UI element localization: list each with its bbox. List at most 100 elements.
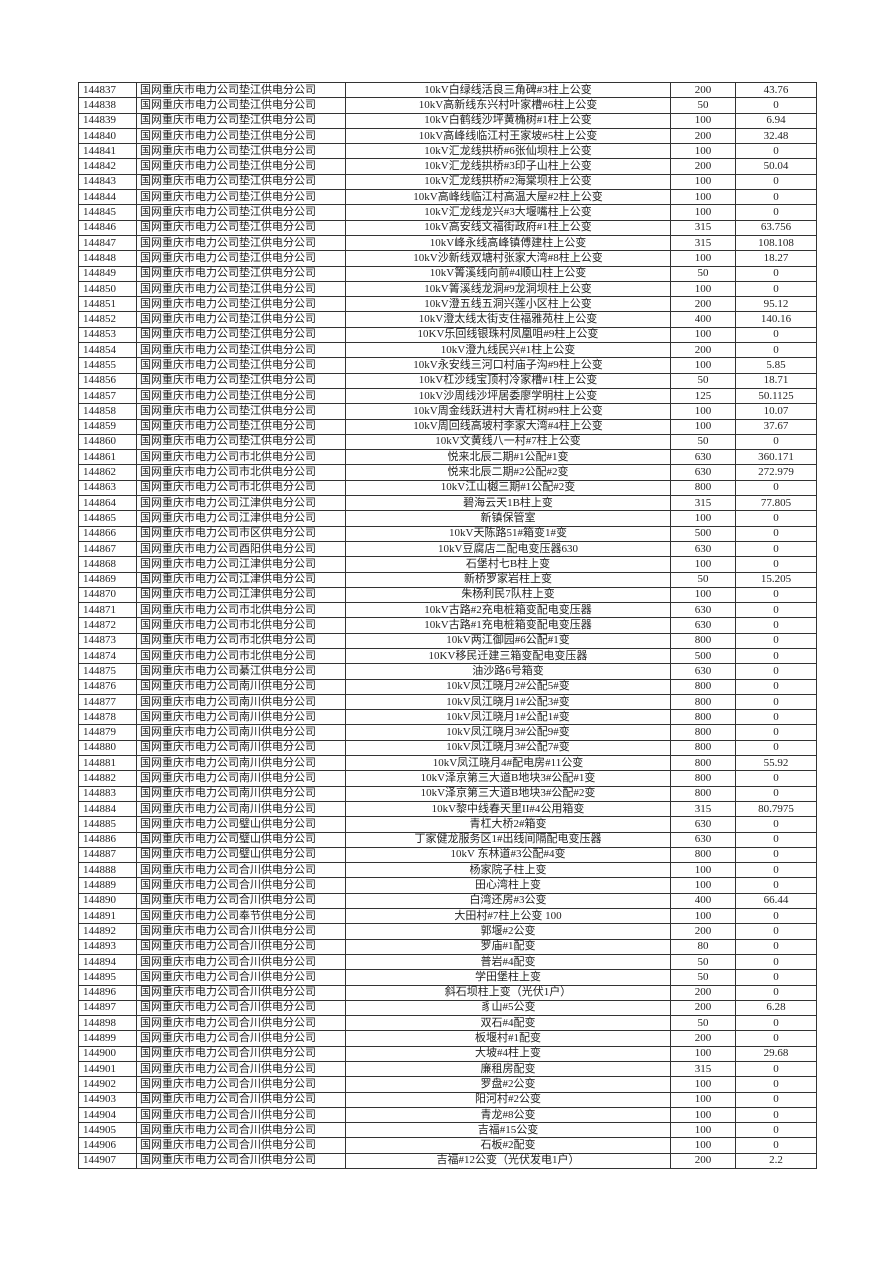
transformer-name-cell: 10kV文黄线八一村#7柱上公变	[345, 433, 671, 451]
id-cell: 144905	[78, 1122, 137, 1139]
transformer-name-cell: 10kV澄五线五洞兴莲小区柱上公变	[345, 296, 671, 313]
transformer-name-cell: 10kV峰永线高峰镇傅建柱上公变	[345, 234, 671, 252]
value-cell: 0	[735, 540, 817, 558]
id-cell: 144841	[78, 143, 137, 160]
table-row: 144897 国网重庆市电力公司合川供电分公司 豸山#5公变 200 6.28	[78, 999, 817, 1017]
value-cell: 0	[735, 525, 817, 542]
capacity-cell: 125	[670, 387, 736, 405]
transformer-name-cell: 新桥罗家岩柱上变	[345, 571, 671, 588]
transformer-name-cell: 阳河村#2公变	[345, 1091, 671, 1108]
id-cell: 144846	[78, 219, 137, 236]
id-cell: 144900	[78, 1045, 137, 1063]
id-cell: 144848	[78, 250, 137, 267]
company-cell: 国网重庆市电力公司垫江供电分公司	[136, 112, 346, 129]
id-cell: 144870	[78, 586, 137, 604]
transformer-name-cell: 丁家健龙服务区1#出线间隔配电变压器	[345, 831, 671, 848]
capacity-cell: 400	[670, 892, 736, 910]
value-cell: 6.28	[735, 999, 817, 1017]
capacity-cell: 800	[670, 770, 736, 787]
company-cell: 国网重庆市电力公司市北供电分公司	[136, 449, 346, 466]
capacity-cell: 50	[670, 969, 736, 986]
company-cell: 国网重庆市电力公司南川供电分公司	[136, 800, 346, 818]
transformer-name-cell: 廉租房配变	[345, 1060, 671, 1078]
capacity-cell: 200	[670, 158, 736, 175]
table-row: 144899 国网重庆市电力公司合川供电分公司 板堰村#1配变 200 0	[78, 1030, 817, 1047]
company-cell: 国网重庆市电力公司市北供电分公司	[136, 632, 346, 649]
id-cell: 144851	[78, 296, 137, 313]
value-cell: 18.27	[735, 250, 817, 267]
transformer-name-cell: 10kV豆腐店二配电变压器630	[345, 540, 671, 558]
table-row: 144892 国网重庆市电力公司合川供电分公司 郭堰#2公变 200 0	[78, 923, 817, 940]
capacity-cell: 100	[670, 877, 736, 894]
capacity-cell: 100	[670, 357, 736, 374]
value-cell: 0	[735, 1015, 817, 1032]
value-cell: 66.44	[735, 892, 817, 910]
transformer-name-cell: 郭堰#2公变	[345, 923, 671, 940]
transformer-name-cell: 10kV高安线文福街政府#1柱上公变	[345, 219, 671, 236]
table-row: 144869 国网重庆市电力公司江津供电分公司 新桥罗家岩柱上变 50 15.205	[78, 571, 817, 588]
transformer-name-cell: 10kV古路#2充电桩箱变配电变压器	[345, 602, 671, 619]
table-row: 144860 国网重庆市电力公司垫江供电分公司 10kV文黄线八一村#7柱上公变 50…	[78, 433, 817, 451]
id-cell: 144852	[78, 311, 137, 328]
company-cell: 国网重庆市电力公司合川供电分公司	[136, 892, 346, 910]
id-cell: 144843	[78, 173, 137, 191]
transformer-name-cell: 10KV移民迁建三箱变配电变压器	[345, 647, 671, 665]
capacity-cell: 200	[670, 1152, 736, 1170]
company-cell: 国网重庆市电力公司市北供电分公司	[136, 617, 346, 634]
capacity-cell: 100	[670, 586, 736, 604]
id-cell: 144879	[78, 724, 137, 741]
transformer-name-cell: 10kV凤江晓月4#配电房#11公变	[345, 755, 671, 772]
value-cell: 50.1125	[735, 387, 817, 405]
id-cell: 144884	[78, 800, 137, 818]
id-cell: 144842	[78, 158, 137, 175]
id-cell: 144876	[78, 678, 137, 695]
transformer-name-cell: 10kV汇龙线拱桥#3印子山柱上公变	[345, 158, 671, 175]
transformer-name-cell: 10kV沙周线沙坪居委廖学明柱上公变	[345, 387, 671, 405]
table-row: 144840 国网重庆市电力公司垫江供电分公司 10kV高峰线临江村王家坡#5柱上公…	[78, 127, 817, 145]
id-cell: 144867	[78, 540, 137, 558]
table-row: 144838 国网重庆市电力公司垫江供电分公司 10kV高新线东兴村叶家槽#6柱上公…	[78, 97, 817, 114]
value-cell: 0	[735, 1122, 817, 1139]
id-cell: 144863	[78, 479, 137, 497]
value-cell: 0	[735, 846, 817, 864]
id-cell: 144869	[78, 571, 137, 588]
table-row: 144889 国网重庆市电力公司合川供电分公司 田心湾柱上变 100 0	[78, 877, 817, 894]
id-cell: 144840	[78, 127, 137, 145]
company-cell: 国网重庆市电力公司垫江供电分公司	[136, 418, 346, 435]
value-cell: 108.108	[735, 234, 817, 252]
value-cell: 272.979	[735, 464, 817, 481]
id-cell: 144855	[78, 357, 137, 374]
company-cell: 国网重庆市电力公司合川供电分公司	[136, 938, 346, 955]
capacity-cell: 200	[670, 923, 736, 940]
capacity-cell: 200	[670, 127, 736, 145]
value-cell: 95.12	[735, 296, 817, 313]
value-cell: 0	[735, 663, 817, 680]
table-row: 144898 国网重庆市电力公司合川供电分公司 双石#4配变 50 0	[78, 1015, 817, 1032]
id-cell: 144837	[78, 81, 137, 99]
id-cell: 144868	[78, 556, 137, 573]
transformer-name-cell: 10kV凤江晓月1#公配1#变	[345, 709, 671, 726]
table-row: 144875 国网重庆市电力公司綦江供电分公司 油沙路6号箱变 630 0	[78, 663, 817, 680]
id-cell: 144877	[78, 693, 137, 711]
company-cell: 国网重庆市电力公司市北供电分公司	[136, 602, 346, 619]
capacity-cell: 200	[670, 1030, 736, 1047]
company-cell: 国网重庆市电力公司南川供电分公司	[136, 709, 346, 726]
table-row: 144870 国网重庆市电力公司江津供电分公司 朱杨利民7队柱上变 100 0	[78, 586, 817, 604]
company-cell: 国网重庆市电力公司垫江供电分公司	[136, 280, 346, 298]
table-row: 144886 国网重庆市电力公司璧山供电分公司 丁家健龙服务区1#出线间隔配电变压器…	[78, 831, 817, 848]
transformer-name-cell: 10kV澄九线民兴#1柱上公变	[345, 342, 671, 359]
capacity-cell: 630	[670, 831, 736, 848]
value-cell: 0	[735, 143, 817, 160]
capacity-cell: 800	[670, 632, 736, 649]
capacity-cell: 200	[670, 296, 736, 313]
company-cell: 国网重庆市电力公司垫江供电分公司	[136, 250, 346, 267]
id-cell: 144866	[78, 525, 137, 542]
id-cell: 144887	[78, 846, 137, 864]
company-cell: 国网重庆市电力公司合川供电分公司	[136, 1076, 346, 1093]
transformer-name-cell: 10kV凤江晓月3#公配7#变	[345, 739, 671, 757]
table-row: 144854 国网重庆市电力公司垫江供电分公司 10kV澄九线民兴#1柱上公变 200…	[78, 342, 817, 359]
id-cell: 144899	[78, 1030, 137, 1047]
capacity-cell: 100	[670, 1045, 736, 1063]
id-cell: 144854	[78, 342, 137, 359]
id-cell: 144864	[78, 495, 137, 512]
